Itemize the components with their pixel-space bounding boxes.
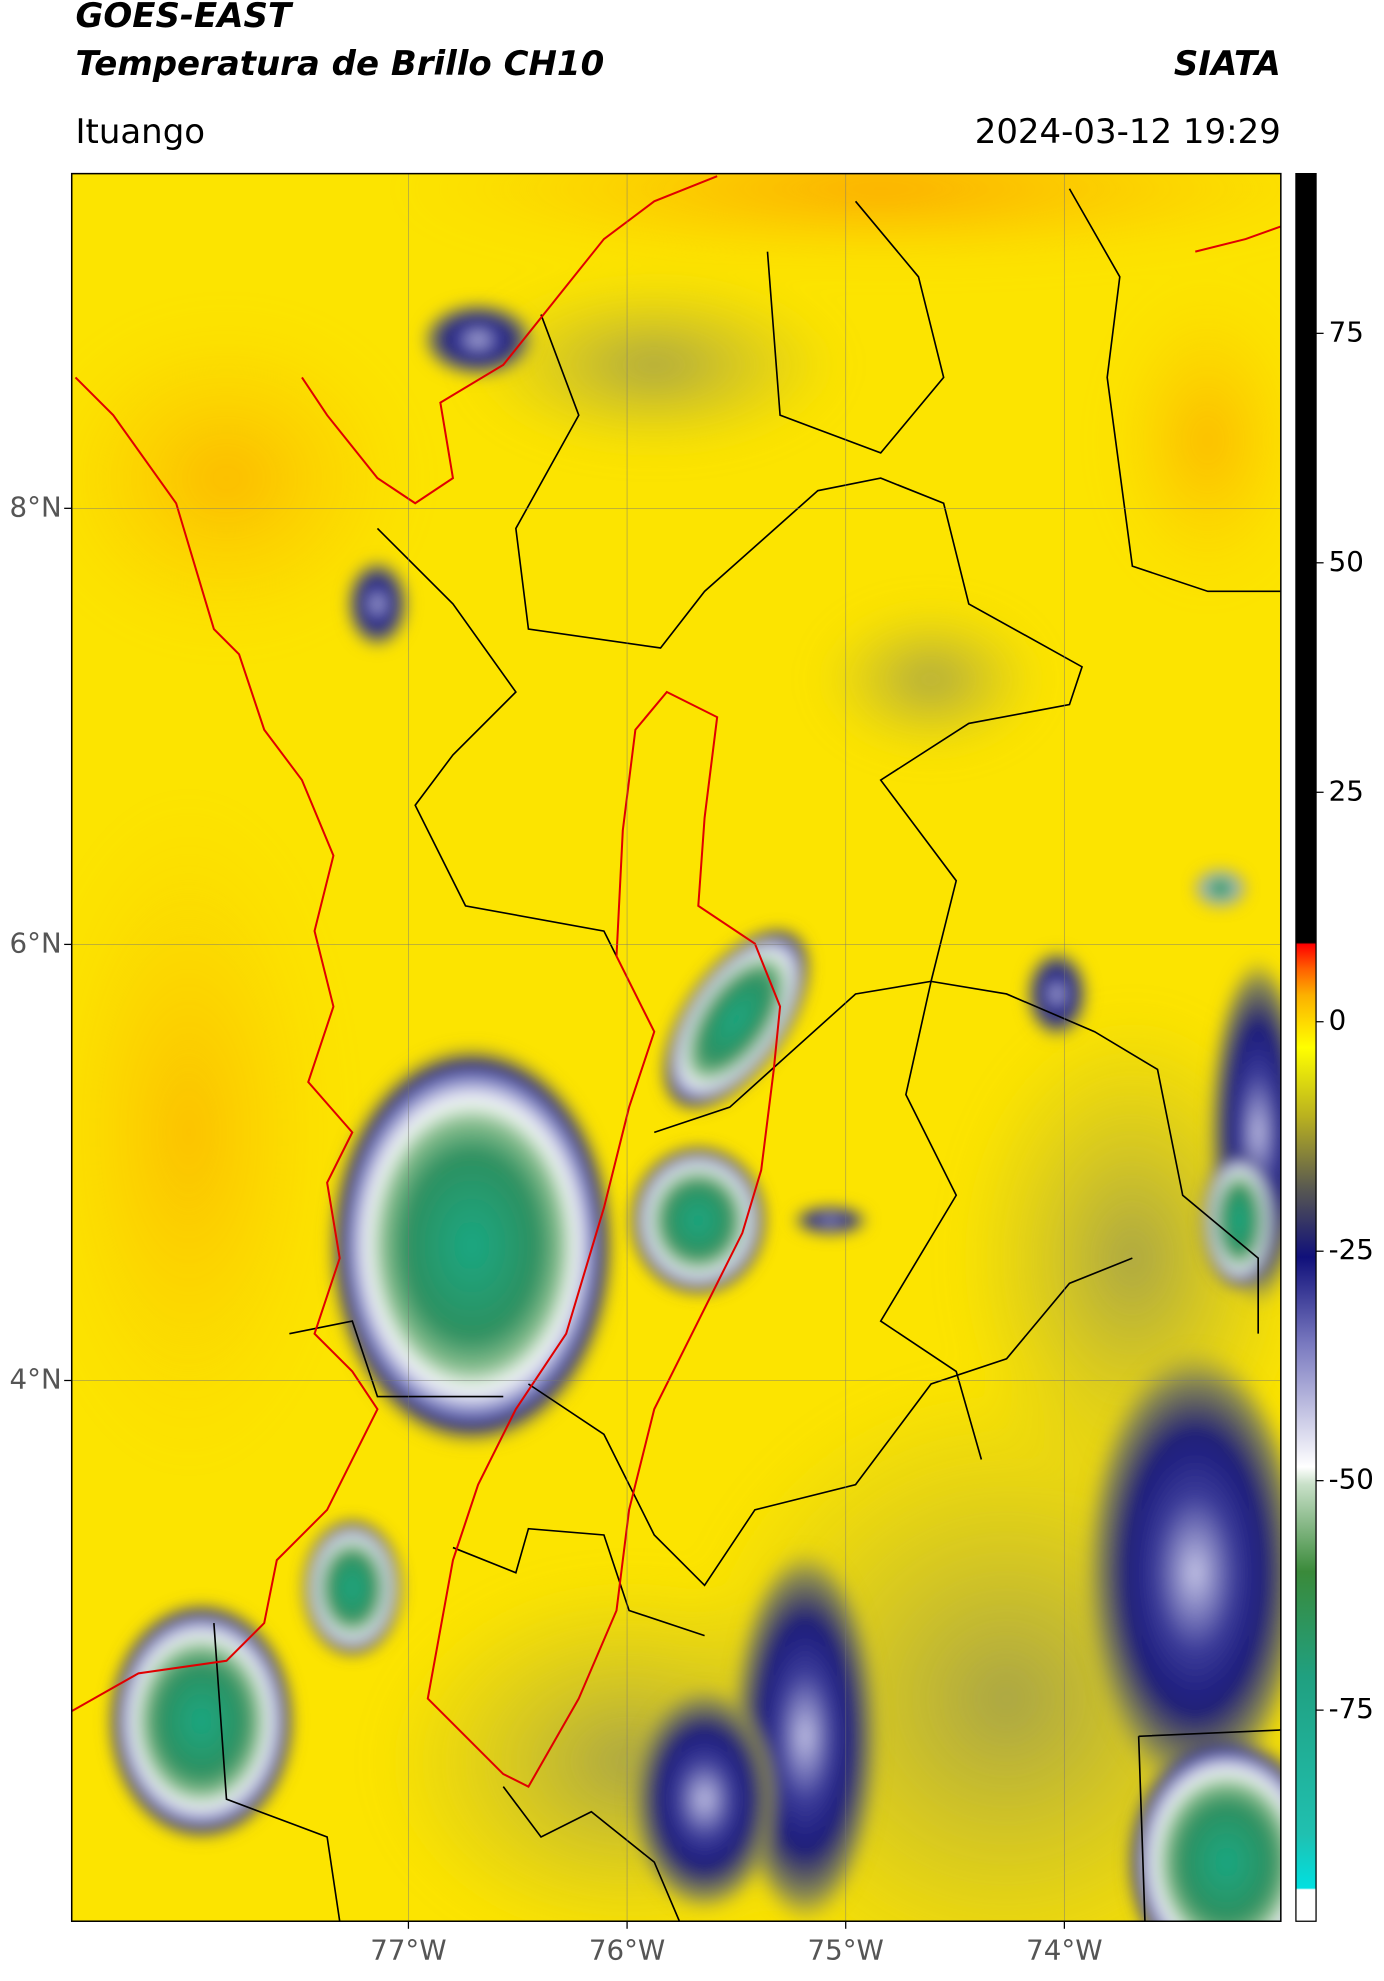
title-line2: Temperatura de Brillo CH10 [75, 44, 604, 84]
x-tick-label: 76°W [589, 1933, 665, 1966]
x-tick-label: 75°W [808, 1933, 884, 1966]
agency: SIATA [1174, 44, 1281, 84]
colorbar-tick-label: -25 [1329, 1233, 1374, 1266]
y-tick-label: 6°N [10, 926, 62, 959]
satellite-image [71, 173, 1281, 1922]
coastline [71, 175, 1281, 1788]
borders [213, 188, 1281, 1922]
colorbar-tick-label: 75 [1329, 315, 1364, 348]
colorbar-tick-label: 0 [1329, 1004, 1347, 1037]
title-line1: GOES-EAST [75, 0, 293, 36]
colorbar-tick-label: -50 [1329, 1463, 1374, 1496]
colorbar [1295, 172, 1317, 1922]
colorbar-tick-label: -75 [1329, 1692, 1374, 1725]
colorbar-tick-label: 50 [1329, 545, 1364, 578]
graticule [71, 173, 1281, 1922]
y-tick-label: 4°N [10, 1362, 62, 1395]
colorbar-tick-label: 25 [1329, 774, 1364, 807]
timestamp: 2024-03-12 19:29 [975, 112, 1281, 152]
location: Ituango [75, 112, 205, 152]
map-frame [70, 172, 1282, 1922]
x-tick-label: 77°W [370, 1933, 446, 1966]
x-tick-label: 74°W [1026, 1933, 1102, 1966]
y-tick-label: 8°N [10, 490, 62, 523]
